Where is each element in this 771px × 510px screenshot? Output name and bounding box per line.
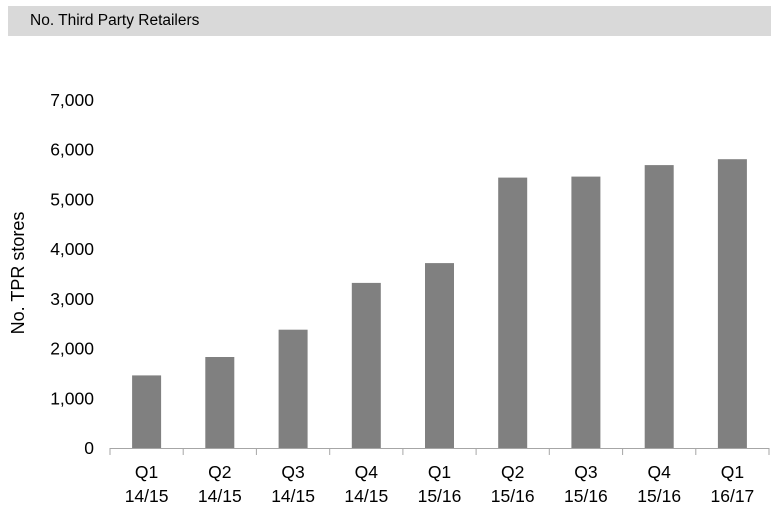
chart-title-bar: No. Third Party Retailers: [8, 6, 771, 36]
x-tick-label: Q4 14/15: [344, 462, 388, 506]
y-axis-label: No. TPR stores: [8, 212, 28, 335]
bar-Q2-15-16: [498, 177, 528, 448]
x-tick-label: Q1 14/15: [125, 462, 169, 506]
x-tick-label: Q4 15/16: [637, 462, 681, 506]
bar-Q1-15-16: [425, 263, 454, 448]
y-tick-label: 1,000: [50, 388, 94, 408]
y-tick-label: 3,000: [50, 289, 94, 309]
bar-Q3-15-16: [571, 176, 601, 448]
x-tick-label: Q1 15/16: [418, 462, 462, 506]
y-tick-label: 7,000: [50, 90, 94, 110]
bar-Q4-15-16: [644, 165, 674, 448]
bar-Q4-14-15: [351, 282, 381, 448]
bar-Q1-14-15: [132, 375, 162, 448]
bar-Q1-16-17: [717, 159, 747, 448]
x-tick-label: Q3 15/16: [564, 462, 608, 506]
x-tick-label: Q2 14/15: [198, 462, 242, 506]
y-tick-label: 4,000: [50, 239, 94, 259]
y-tick-label: 5,000: [50, 189, 94, 209]
y-tick-label: 6,000: [50, 140, 94, 160]
x-tick-label: Q1 16/17: [711, 462, 755, 506]
bar-Q3-14-15: [278, 329, 308, 448]
bar-Q2-14-15: [205, 357, 235, 448]
chart-title: No. Third Party Retailers: [30, 12, 200, 29]
y-tick-label: 0: [84, 438, 94, 458]
y-tick-label: 2,000: [50, 339, 94, 359]
x-tick-label: Q3 14/15: [271, 462, 315, 506]
x-tick-label: Q2 15/16: [491, 462, 535, 506]
